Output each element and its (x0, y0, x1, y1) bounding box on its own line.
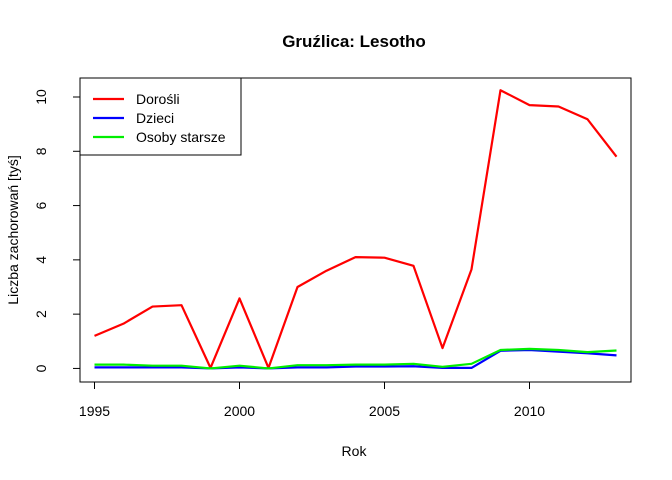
series-line-3 (94, 347, 617, 370)
series-lines (94, 89, 618, 370)
x-tick-label: 2000 (224, 403, 255, 419)
y-axis-label: Liczba zachorowań [tyś] (5, 155, 21, 304)
x-axis: 1995 2000 2005 2010 (79, 381, 545, 419)
legend: Dorośli Dzieci Osoby starsze (79, 77, 242, 156)
y-axis: 0 2 4 6 8 10 (33, 89, 81, 372)
legend-label-1: Dorośli (136, 91, 180, 107)
legend-label-3: Osoby starsze (136, 129, 226, 145)
legend-label-2: Dzieci (136, 110, 174, 126)
x-tick-label: 2010 (514, 403, 545, 419)
legend-box (79, 77, 242, 156)
x-tick-label: 1995 (79, 403, 110, 419)
series-line-1 (94, 89, 618, 369)
y-tick-label: 2 (33, 310, 49, 318)
x-axis-label: Rok (342, 443, 368, 459)
y-tick-label: 10 (33, 89, 49, 105)
y-tick-label: 4 (33, 256, 49, 264)
x-tick-label: 2005 (369, 403, 400, 419)
y-tick-label: 8 (33, 147, 49, 155)
y-tick-label: 6 (33, 201, 49, 209)
chart-title: Gruźlica: Lesotho (282, 32, 426, 51)
y-tick-label: 0 (33, 364, 49, 372)
